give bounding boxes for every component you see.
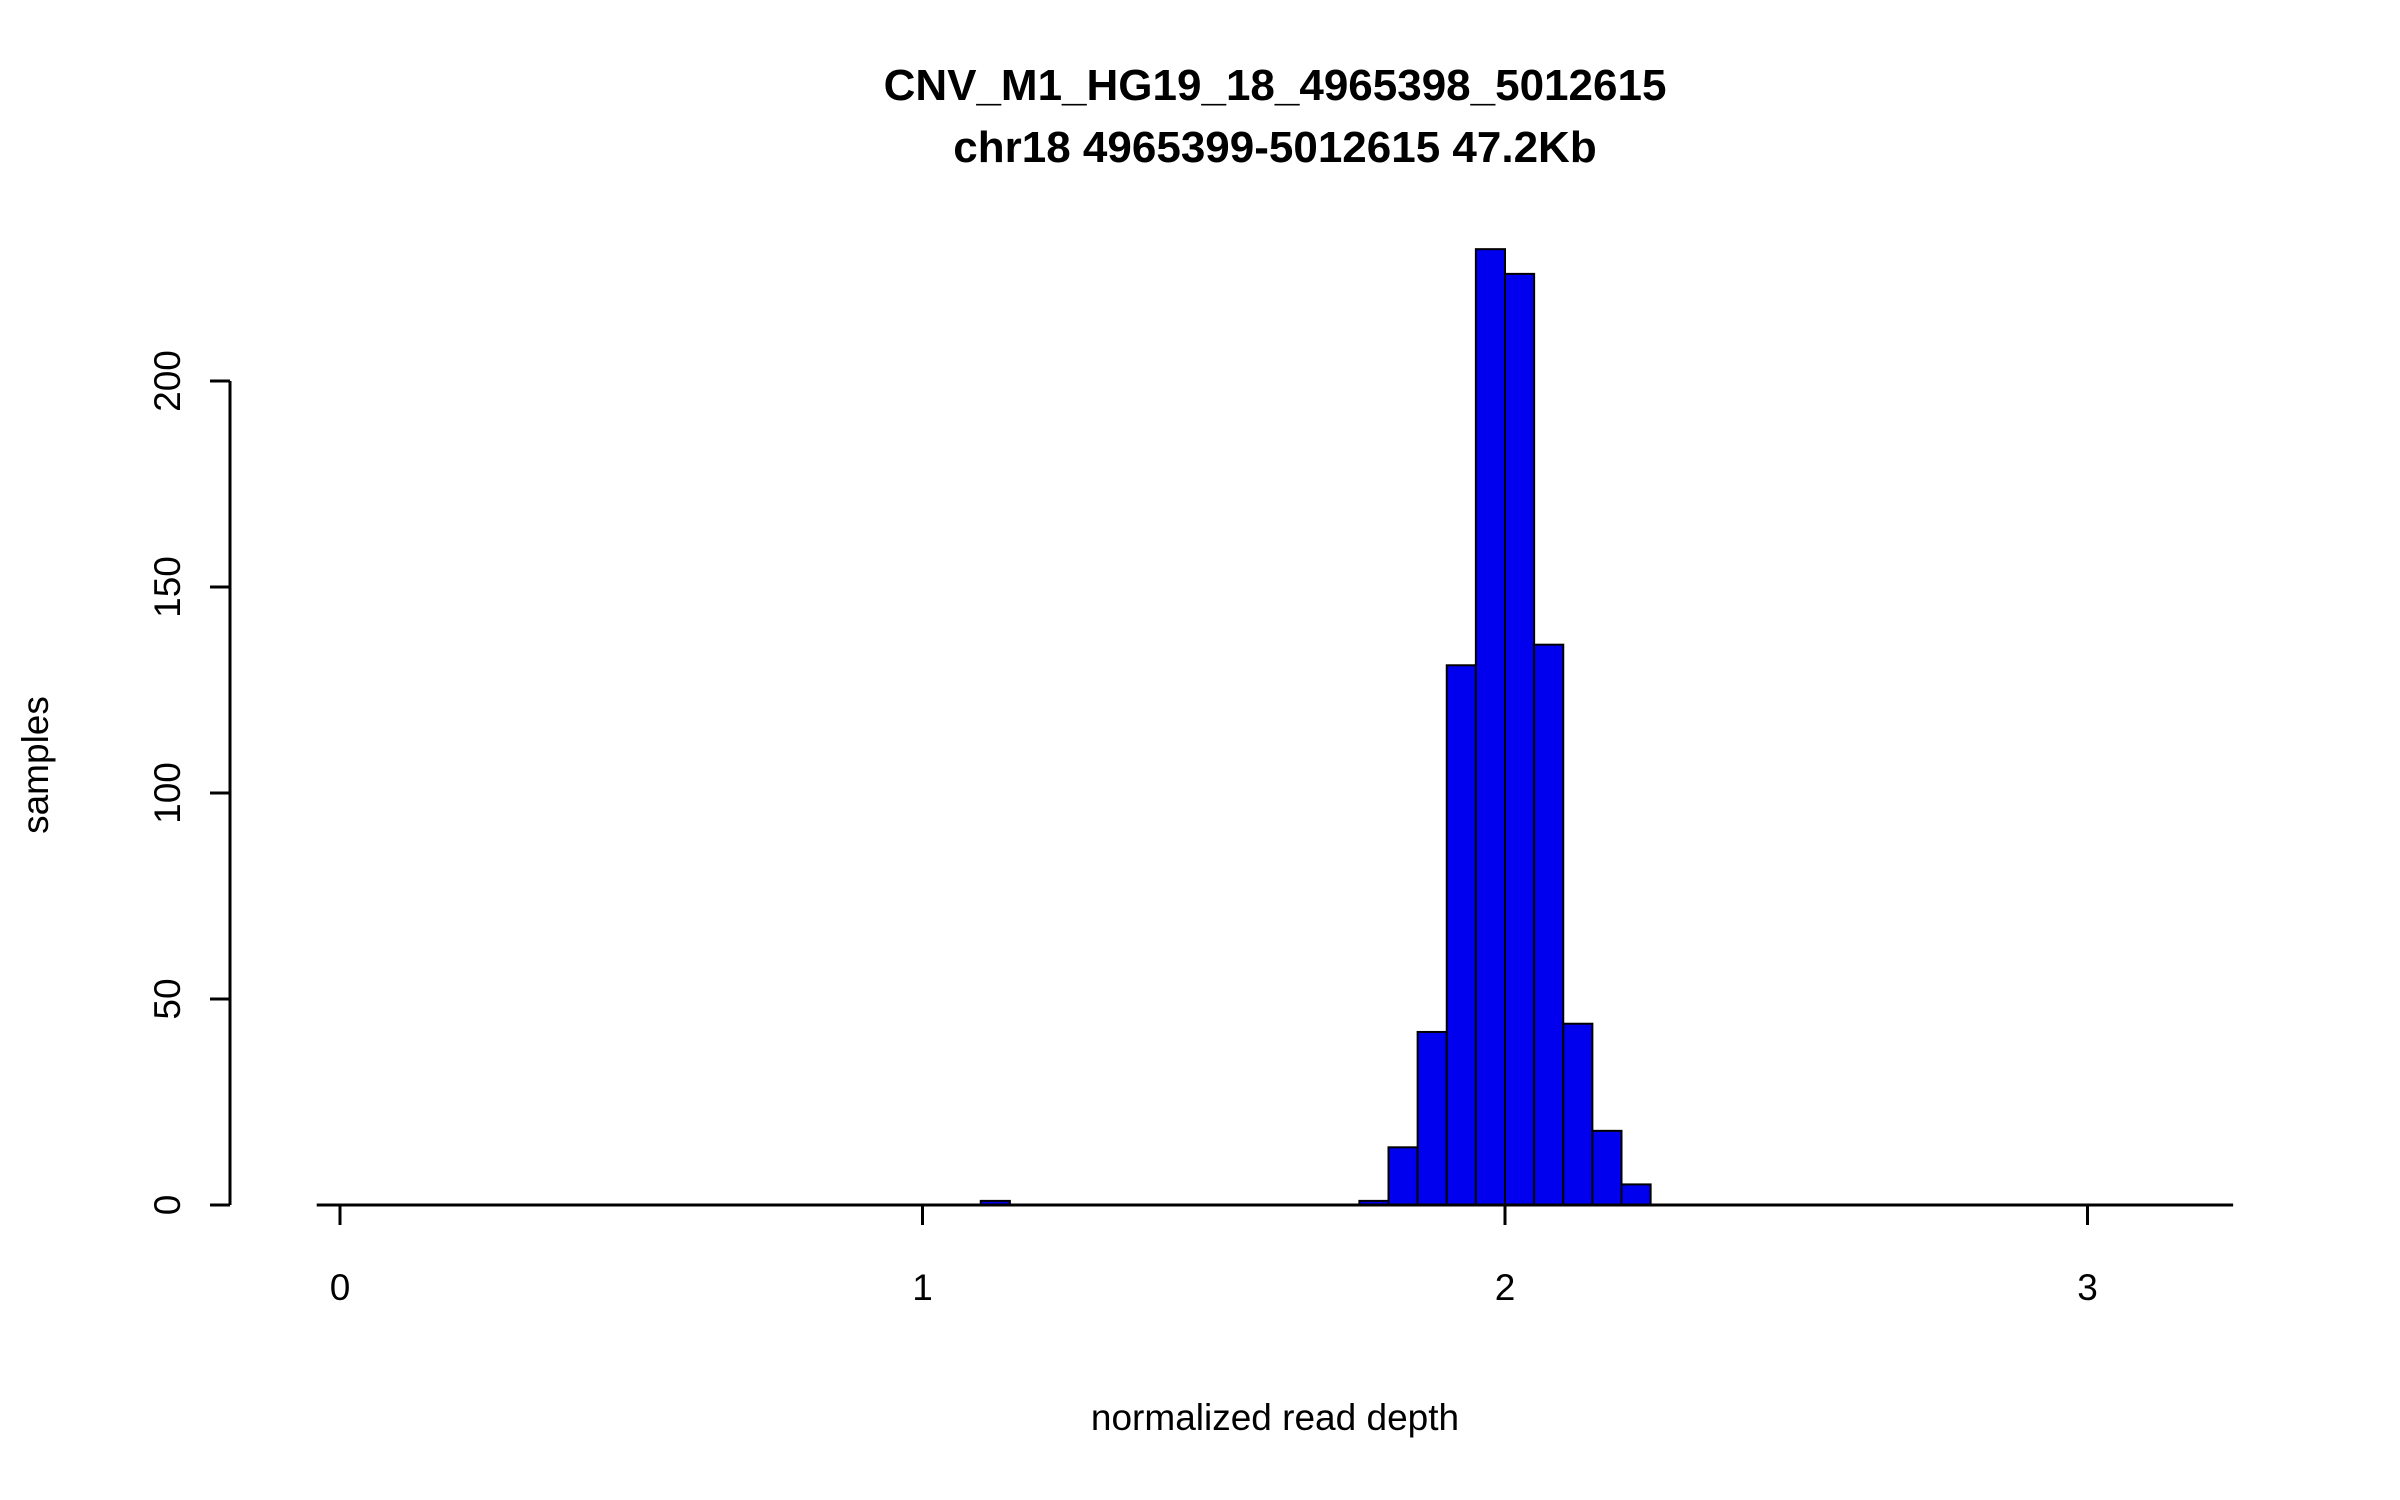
x-axis-label: normalized read depth: [1091, 1397, 1459, 1438]
x-tick-label: 3: [2077, 1267, 2098, 1308]
y-tick-label: 50: [147, 978, 188, 1019]
histogram-bar: [1387, 1146, 1419, 1206]
y-tick-label: 150: [147, 556, 188, 618]
y-axis-label: samples: [15, 696, 56, 834]
y-tick-label: 200: [147, 350, 188, 412]
histogram-bar: [1416, 1030, 1448, 1206]
y-tick-label: 100: [147, 762, 188, 824]
histogram-bar: [1533, 643, 1565, 1206]
x-tick-label: 2: [1495, 1267, 1516, 1308]
axes-group: 0 1 2 3 0 50 100 150 200: [147, 350, 2234, 1308]
y-tick-label: 0: [147, 1195, 188, 1216]
histogram-bar: [1620, 1183, 1652, 1207]
histogram-bar: [1504, 272, 1536, 1206]
histogram-bar: [1562, 1022, 1594, 1206]
bars-group: [979, 248, 1652, 1207]
x-tick-label: 0: [330, 1267, 351, 1308]
histogram-bar: [1591, 1129, 1623, 1206]
histogram-bar: [1445, 664, 1477, 1206]
x-tick-label: 1: [912, 1267, 933, 1308]
histogram-bar: [1474, 248, 1506, 1207]
chart-title: CNV_M1_HG19_18_4965398_5012615: [884, 61, 1667, 110]
chart-subtitle: chr18 4965399-5012615 47.2Kb: [953, 123, 1596, 172]
